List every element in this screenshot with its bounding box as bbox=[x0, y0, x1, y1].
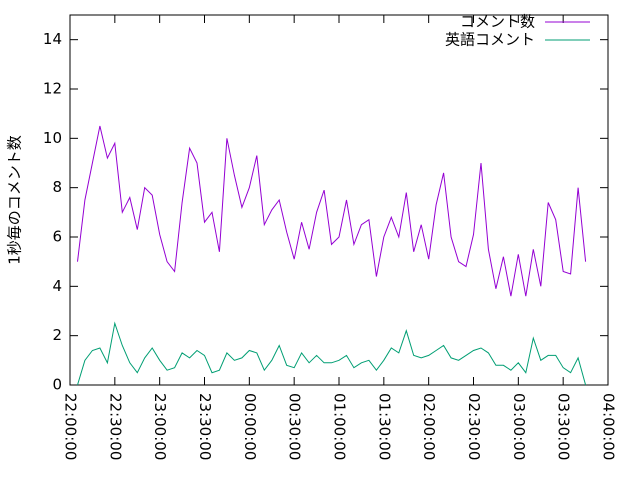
x-tick-label: 23:00:00 bbox=[151, 393, 169, 460]
x-tick-label: 02:30:00 bbox=[465, 393, 483, 460]
y-tick-label: 6 bbox=[52, 228, 62, 246]
y-tick-label: 2 bbox=[52, 326, 62, 344]
data-line bbox=[77, 321, 587, 386]
y-axis-label: 1秒毎のコメント数 bbox=[6, 135, 24, 265]
x-tick-label: 01:30:00 bbox=[375, 393, 393, 460]
x-tick-label: 02:00:00 bbox=[420, 393, 438, 460]
x-tick-label: 00:30:00 bbox=[286, 393, 304, 460]
x-tick-label: 23:30:00 bbox=[196, 393, 214, 460]
y-tick-label: 10 bbox=[43, 129, 62, 147]
x-tick-label: 01:00:00 bbox=[331, 393, 349, 460]
plot-frame bbox=[69, 14, 609, 386]
x-tick-label: 00:00:00 bbox=[241, 393, 259, 460]
x-tick-label: 03:30:00 bbox=[555, 393, 573, 460]
x-tick-label: 03:00:00 bbox=[510, 393, 528, 460]
y-tick-label: 8 bbox=[52, 178, 62, 196]
x-tick-label: 22:30:00 bbox=[106, 393, 124, 460]
x-tick-label: 22:00:00 bbox=[62, 393, 80, 460]
y-tick-label: 4 bbox=[52, 277, 62, 295]
legend-label: コメント数 bbox=[460, 13, 535, 31]
y-tick-label: 0 bbox=[52, 376, 62, 394]
y-tick-label: 12 bbox=[43, 80, 62, 98]
legend-label: 英語コメント bbox=[445, 31, 535, 49]
data-line bbox=[77, 125, 587, 297]
y-tick-label: 14 bbox=[43, 30, 62, 48]
x-tick-label: 04:00:00 bbox=[600, 393, 618, 460]
